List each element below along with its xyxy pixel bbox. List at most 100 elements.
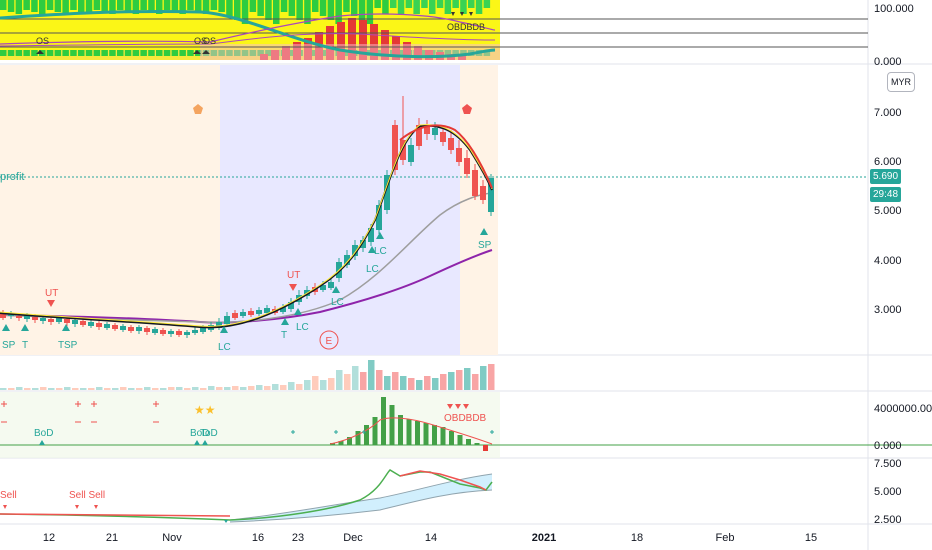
top-green-bar (319, 0, 327, 16)
top-green-low-bar (124, 50, 132, 56)
top-green-bar (413, 0, 420, 14)
candle-body (400, 140, 406, 160)
buy-triangle-icon (62, 324, 70, 331)
candle-body (176, 331, 182, 335)
candle-body (368, 228, 374, 242)
top-green-low-bar (140, 50, 147, 56)
top-green-bar (429, 0, 436, 14)
candle-body (160, 330, 166, 334)
top-green-bar (148, 0, 155, 12)
candle-body (456, 148, 462, 162)
top-green-bar (460, 0, 467, 14)
volume-bar (312, 376, 319, 390)
sell-triangle-icon (289, 284, 297, 291)
candle-body (168, 331, 174, 334)
top-green-low-bar (132, 50, 140, 56)
buy-triangle-icon (332, 286, 340, 293)
candle-body (96, 323, 102, 327)
volume-bar (296, 384, 303, 390)
buy-triangle-icon (376, 232, 384, 239)
top-green-bar (296, 0, 303, 20)
top-green-low-bar (54, 50, 62, 56)
top-green-bar (366, 0, 374, 24)
top-green-bar (452, 0, 459, 8)
top-os-label-3: OS (203, 36, 216, 46)
top-green-low-bar (156, 50, 163, 56)
volume-bar (160, 388, 167, 390)
top-green-bar (405, 0, 413, 8)
top-green-bar (382, 0, 389, 14)
pentagon-marker-1 (193, 104, 203, 114)
top-green-bar (195, 0, 202, 12)
top-green-low-bar (179, 50, 186, 56)
volume-bar (192, 387, 199, 390)
top-green-bar (335, 0, 342, 24)
volume-bar (88, 388, 95, 390)
bottom-tick-2-5: 2.500 (874, 514, 902, 526)
red-triangle-icon (447, 404, 453, 409)
time-label: 18 (630, 532, 644, 544)
candle-body (472, 170, 478, 196)
top-green-low-bar (187, 50, 194, 56)
volume-tick-0: 0.000 (874, 440, 902, 452)
top-scale-tick-100: 100.000 (874, 3, 914, 15)
main-price-pane: E profit UT UT SP T T SP LC T LC LC LC L… (0, 65, 868, 355)
bottom-pane: Sell Sell Sell (0, 469, 493, 523)
volume-bar (408, 378, 415, 390)
volume-bar (288, 382, 295, 390)
top-green-bar (7, 0, 15, 12)
volume-bar (464, 368, 471, 390)
volume-bar (16, 387, 23, 390)
candle-body (416, 125, 422, 146)
volume-bar (280, 385, 287, 390)
volume-bar (448, 372, 455, 390)
time-label: 23 (291, 532, 305, 544)
green-triangle-icon (39, 440, 45, 445)
volume-bar (352, 366, 359, 390)
top-green-bar (304, 0, 311, 24)
top-obdb-label: OBDBDB (447, 22, 485, 32)
volume-pane (0, 360, 495, 390)
volume-bar (216, 387, 223, 390)
volume-bar (0, 388, 7, 390)
currency-button[interactable]: MYR (887, 72, 915, 92)
top-arrow-1 (36, 50, 44, 54)
t-label-1: T (22, 340, 28, 351)
histogram-bar (432, 425, 437, 445)
time-label: 15 (804, 532, 818, 544)
top-green-bar (218, 0, 225, 12)
top-green-bar (343, 0, 350, 12)
time-label: 21 (105, 532, 119, 544)
top-green-bar (132, 0, 140, 14)
candle-body (184, 332, 190, 335)
candle-body (152, 329, 158, 333)
top-arrow-2 (193, 50, 201, 54)
price-tick-5: 5.000 (874, 205, 902, 217)
top-green-low-bar (23, 50, 30, 56)
top-green-bar (241, 0, 249, 24)
volume-bar (240, 387, 247, 390)
top-green-low-bar (101, 50, 108, 56)
volume-bar (48, 388, 55, 390)
top-green-low-bar (163, 50, 171, 56)
top-green-bar (101, 0, 108, 12)
top-green-low-bar (85, 50, 93, 56)
volume-bar (120, 387, 127, 390)
lc-label-2: LC (296, 322, 309, 333)
top-arrow-6 (469, 12, 473, 16)
candle-body (440, 132, 446, 142)
volume-bar (184, 388, 191, 390)
candle-body (448, 138, 454, 150)
ut-label-1: UT (45, 288, 58, 299)
candle-body (288, 302, 294, 309)
buy-triangle-icon (368, 246, 376, 253)
volume-bar (456, 370, 463, 390)
volume-bar (72, 388, 79, 390)
sp-label-3: SP (478, 240, 492, 251)
volume-bar (40, 387, 47, 390)
histogram-bar (364, 425, 369, 445)
histogram-bar (338, 441, 344, 445)
candle-body (8, 314, 14, 316)
